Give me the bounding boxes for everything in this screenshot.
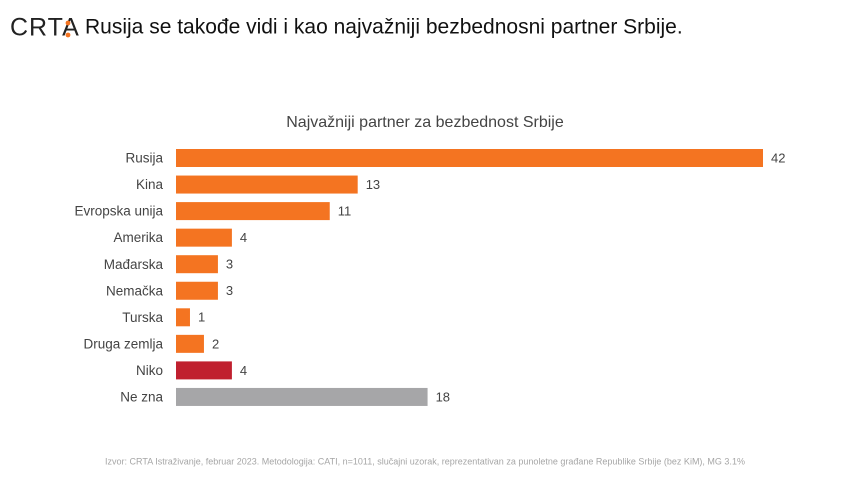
bar [176,361,232,380]
slide-title: Rusija se takođe vidi i kao najvažniji b… [85,16,683,39]
logo-dot [65,32,71,38]
value-label: 11 [338,204,352,219]
chart-title: Najvažniji partner za bezbednost Srbije [286,114,564,131]
category-label: Rusija [125,151,163,166]
bar [176,281,218,300]
bar [176,202,330,221]
bar [176,308,190,327]
source-note: Izvor: CRTA Istraživanje, februar 2023. … [105,456,745,466]
value-label: 13 [366,177,380,192]
value-label: 2 [212,336,219,351]
value-label: 42 [771,150,785,165]
value-label: 4 [240,230,247,245]
value-label: 3 [226,257,233,272]
category-label: Turska [122,310,163,325]
category-label: Nemačka [106,283,164,298]
bar [176,255,218,274]
value-label: 18 [436,389,450,404]
value-label: 3 [226,283,233,298]
bar [176,175,358,194]
logo: CRTA [10,14,80,42]
category-label: Druga zemlja [83,336,163,351]
category-label: Evropska unija [74,204,163,219]
category-label: Ne zna [120,390,163,405]
bar [176,149,763,167]
value-label: 4 [240,363,247,378]
bar [176,334,204,353]
category-label: Amerika [113,230,163,245]
bar [176,228,232,247]
category-label: Kina [136,177,164,192]
value-label: 1 [198,310,205,325]
category-label: Niko [136,363,163,378]
logo-dot [65,20,71,26]
category-label: Mađarska [104,257,164,272]
bar [176,387,428,406]
